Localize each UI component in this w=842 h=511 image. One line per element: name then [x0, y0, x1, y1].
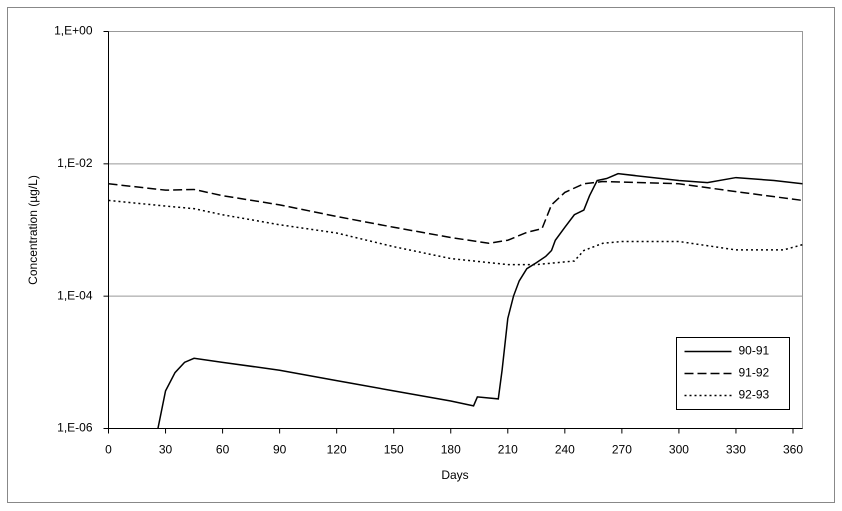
series-line	[108, 180, 803, 245]
x-tick-label: 30	[159, 443, 173, 457]
y-tick-label: 1,E-04	[57, 288, 93, 302]
y-axis-label: Concentration (µg/L)	[26, 175, 40, 285]
series-line	[157, 172, 803, 429]
x-tick-label: 60	[216, 443, 230, 457]
y-tick-label: 1,E-06	[57, 421, 93, 435]
x-tick-label: 210	[498, 443, 518, 457]
x-tick-label: 90	[273, 443, 287, 457]
legend-label: 92-93	[739, 388, 770, 402]
x-tick-label: 240	[555, 443, 575, 457]
legend-box	[676, 337, 790, 410]
y-tick-label: 1,E+00	[54, 24, 93, 38]
x-axis-label: Days	[441, 468, 468, 482]
x-tick-label: 150	[384, 443, 404, 457]
legend-label: 90-91	[739, 344, 770, 358]
x-tick-label: 360	[783, 443, 803, 457]
x-tick-label: 120	[327, 443, 347, 457]
x-tick-label: 180	[441, 443, 461, 457]
y-tick-label: 1,E-02	[57, 156, 93, 170]
legend-label: 91-92	[739, 366, 770, 380]
series-line	[108, 199, 803, 266]
x-tick-label: 270	[612, 443, 632, 457]
x-tick-label: 300	[669, 443, 689, 457]
x-tick-label: 0	[105, 443, 112, 457]
x-tick-label: 330	[726, 443, 746, 457]
